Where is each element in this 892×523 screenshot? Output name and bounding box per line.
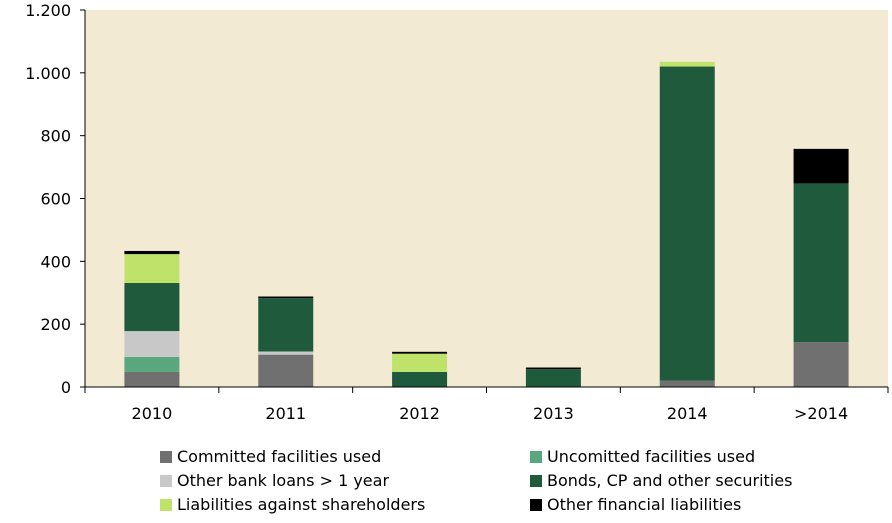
bar-segment <box>392 351 448 354</box>
bar-segment <box>258 298 314 352</box>
bar-segment <box>392 353 448 372</box>
legend-label: Other financial liabilities <box>547 495 742 514</box>
y-tick-label: 1.200 <box>25 1 71 20</box>
bar-segment <box>793 148 849 184</box>
legend-label: Liabilities against shareholders <box>177 495 426 514</box>
bar-segment <box>124 356 180 372</box>
legend-swatch <box>160 474 172 487</box>
bar-segment <box>258 351 314 355</box>
y-tick-label: 800 <box>40 127 71 146</box>
legend-swatch <box>530 474 542 487</box>
y-tick-label: 1.000 <box>25 64 71 83</box>
legend-item: Uncomitted facilities used <box>530 447 755 466</box>
bar-segment <box>258 296 314 299</box>
x-axis: 2010 2011 2012 2013 2014 >2014 <box>84 386 889 423</box>
plot-area <box>85 10 888 387</box>
bar-segment <box>124 250 180 255</box>
x-tick-label: 2011 <box>265 404 306 423</box>
x-tick-label: 2014 <box>667 404 708 423</box>
legend-item: Other bank loans > 1 year <box>160 471 389 490</box>
legend-swatch <box>530 450 542 463</box>
bar-segment <box>793 342 849 387</box>
bar-segment <box>659 61 715 67</box>
x-tick-label: 2013 <box>533 404 574 423</box>
bar-segment <box>124 283 180 332</box>
legend-label: Other bank loans > 1 year <box>177 471 390 490</box>
legend-item: Bonds, CP and other securities <box>530 471 792 490</box>
bar-segment <box>659 66 715 381</box>
legend-label: Bonds, CP and other securities <box>547 471 793 490</box>
bar-segment <box>659 380 715 387</box>
chart: 0 200 400 600 800 1.000 1.200 2010 2011 2012 2013… <box>25 1 889 423</box>
legend-item: Liabilities against shareholders <box>160 495 425 514</box>
y-tick-label: 600 <box>40 190 71 209</box>
bars-group <box>124 61 849 387</box>
bar-segment <box>124 254 180 284</box>
legend-item: Other financial liabilities <box>530 495 741 514</box>
bar-segment <box>793 183 849 343</box>
bar-segment <box>124 331 180 357</box>
y-tick-label: 0 <box>61 378 71 397</box>
legend-label: Committed facilities used <box>177 447 382 466</box>
x-tick-label: 2010 <box>132 404 173 423</box>
y-tick-label: 400 <box>40 252 71 271</box>
bar-segment <box>392 371 448 387</box>
bar-segment <box>124 371 180 387</box>
bar-segment <box>258 354 314 387</box>
y-tick-label: 200 <box>40 315 71 334</box>
legend-label: Uncomitted facilities used <box>547 447 756 466</box>
bar-segment <box>525 369 581 387</box>
x-tick-label: 2012 <box>399 404 440 423</box>
bar-segment <box>525 367 581 370</box>
legend-swatch <box>160 498 172 511</box>
legend-swatch <box>160 450 172 463</box>
legend-item: Committed facilities used <box>160 447 381 466</box>
x-tick-label: >2014 <box>794 404 848 423</box>
legend-swatch <box>530 498 542 511</box>
y-axis: 0 200 400 600 800 1.000 1.200 <box>25 1 86 397</box>
